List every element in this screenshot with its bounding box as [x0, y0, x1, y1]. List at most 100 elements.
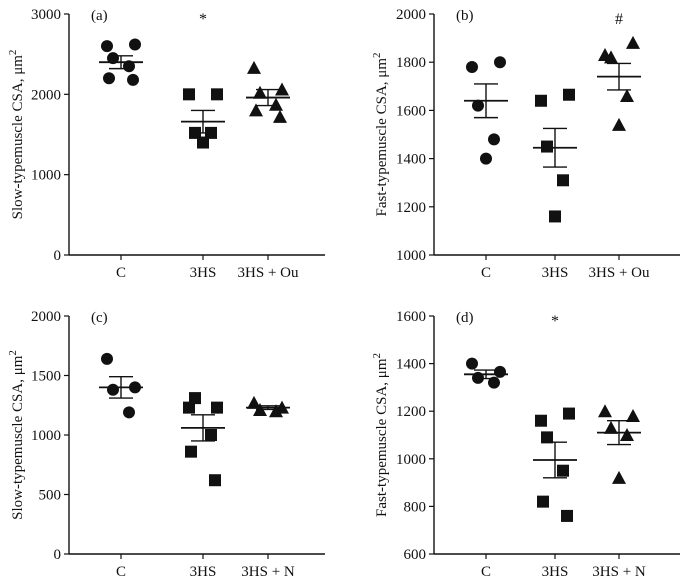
x-tick-label: 3HS	[190, 564, 217, 580]
data-point-circle	[494, 365, 506, 378]
data-point-circle	[107, 383, 119, 396]
panel-label: (d)	[456, 310, 474, 326]
y-tick-label: 1000	[31, 428, 61, 444]
x-tick-label: C	[116, 564, 126, 580]
data-point-triangle	[612, 470, 626, 484]
data-point-square	[197, 136, 209, 149]
data-point-triangle	[269, 404, 283, 418]
data-point-square	[541, 431, 553, 444]
data-point-circle	[480, 152, 492, 165]
significance-marker: #	[615, 11, 623, 28]
y-tick-label: 1200	[396, 404, 426, 420]
x-tick-label: 3HS	[542, 265, 569, 281]
data-point-square	[557, 174, 569, 187]
data-point-triangle	[253, 85, 267, 99]
y-tick-label: 1800	[396, 55, 426, 71]
panel-b: 1000 1200 1400 1600 1800 2000 C 3HS 3HS + Ou (b) F…	[371, 7, 680, 281]
y-tick-label: 1600	[396, 103, 426, 119]
data-point-circle	[488, 133, 500, 146]
y-tick-label: 600	[404, 547, 427, 563]
data-point-square	[211, 401, 223, 414]
y-tick-label: 1400	[396, 152, 426, 168]
data-point-triangle	[626, 408, 640, 422]
y-tick-label: 500	[39, 488, 62, 504]
y-tick-label: 2000	[31, 309, 61, 325]
y-tick-label: 1400	[396, 357, 426, 373]
data-point-circle	[494, 56, 506, 69]
data-point-triangle	[275, 82, 289, 96]
y-tick-label: 0	[54, 547, 62, 563]
data-point-square	[535, 94, 547, 107]
data-point-square	[561, 509, 573, 522]
data-point-square	[211, 88, 223, 101]
y-tick-label: 1000	[396, 452, 426, 468]
x-tick-label: 3HS	[542, 564, 569, 580]
data-point-square	[549, 210, 561, 223]
data-point-circle	[466, 61, 478, 74]
data-point-square	[535, 414, 547, 427]
data-point-circle	[129, 38, 141, 51]
data-point-triangle	[598, 404, 612, 418]
y-tick-label: 1000	[31, 168, 61, 184]
data-point-triangle	[247, 60, 261, 74]
panel-a: 0 1000 2000 3000 C 3HS 3HS + Ou (a) Slow-typemus…	[7, 7, 325, 281]
data-point-triangle	[620, 88, 634, 102]
data-point-circle	[103, 72, 115, 85]
data-point-square	[563, 407, 575, 420]
x-tick-label: C	[116, 265, 126, 281]
data-point-triangle	[273, 109, 287, 123]
y-tick-label: 800	[404, 499, 427, 515]
x-tick-label: C	[481, 265, 491, 281]
data-point-circle	[488, 376, 500, 389]
x-tick-label: 3HS	[190, 265, 217, 281]
data-point-circle	[472, 99, 484, 112]
data-point-triangle	[620, 428, 634, 441]
data-point-square	[183, 88, 195, 101]
y-tick-label: 1200	[396, 200, 426, 216]
panel-label: (a)	[91, 8, 108, 24]
y-axis-label: Fast-typemuscle CSA, μm2	[371, 353, 390, 517]
y-tick-label: 2000	[31, 87, 61, 103]
y-tick-label: 1600	[396, 309, 426, 325]
y-axis-label: Slow-typemuscle CSA, μm2	[7, 50, 26, 220]
data-point-triangle	[269, 97, 283, 111]
data-point-square	[205, 429, 217, 441]
data-point-circle	[123, 406, 135, 419]
data-point-square	[537, 495, 549, 508]
y-axis-label: Slow-typemuscle CSA, μm2	[7, 350, 26, 520]
x-tick-label: 3HS + Ou	[238, 265, 299, 281]
x-tick-label: C	[481, 564, 491, 580]
data-point-triangle	[626, 35, 640, 49]
data-point-triangle	[612, 117, 626, 131]
significance-marker: *	[551, 313, 559, 330]
x-tick-label: 3HS + Ou	[589, 265, 650, 281]
panel-label: (c)	[91, 310, 108, 326]
y-tick-label: 3000	[31, 7, 61, 23]
y-tick-label: 0	[54, 248, 62, 264]
data-point-square	[557, 464, 569, 477]
panel-label: (b)	[456, 8, 474, 24]
y-tick-label: 1000	[396, 248, 426, 264]
data-point-square	[541, 140, 553, 153]
data-point-circle	[466, 357, 478, 370]
y-axis-label: Fast-typemuscle CSA, μm2	[371, 53, 390, 217]
data-point-square	[563, 88, 575, 101]
panel-c: 0 500 1000 1500 2000 C 3HS 3HS + N (c) Slow-typem…	[7, 309, 325, 580]
data-point-triangle	[604, 50, 618, 64]
data-point-triangle	[249, 103, 263, 117]
data-point-circle	[127, 73, 139, 86]
significance-marker: *	[199, 11, 207, 28]
data-point-square	[209, 474, 221, 487]
x-tick-label: 3HS + N	[592, 564, 646, 580]
data-point-circle	[101, 352, 113, 365]
data-point-circle	[101, 40, 113, 53]
x-tick-label: 3HS + N	[241, 564, 295, 580]
y-tick-label: 2000	[396, 7, 426, 23]
data-point-square	[183, 401, 195, 414]
data-point-square	[185, 445, 197, 458]
data-point-square	[189, 392, 201, 405]
data-point-triangle	[604, 420, 618, 434]
panel-d: 600 800 1000 1200 1400 1600 C 3HS 3HS + N (d) Fast…	[371, 309, 680, 580]
y-tick-label: 1500	[31, 369, 61, 385]
